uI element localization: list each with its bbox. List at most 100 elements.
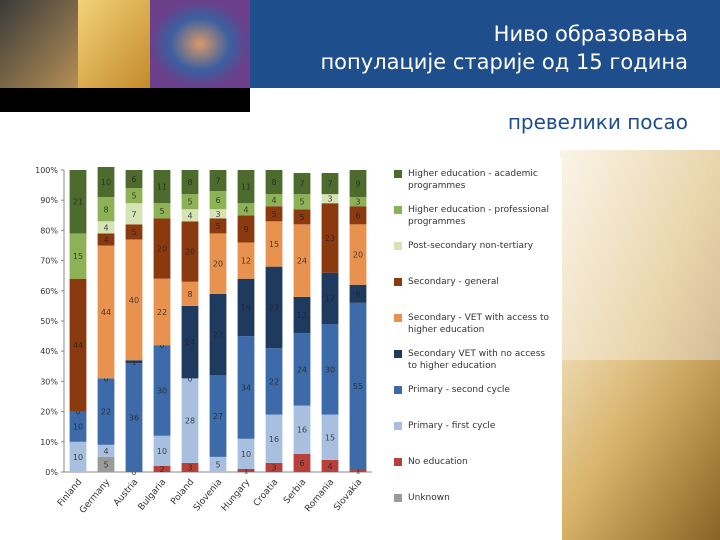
bar-segment	[237, 336, 255, 439]
data-label: 5	[299, 213, 304, 222]
data-label: 12	[241, 257, 251, 266]
data-label: 3	[215, 210, 220, 219]
bar-segment	[153, 435, 171, 466]
data-label: 17	[325, 294, 335, 303]
data-label: 4	[103, 447, 108, 456]
data-label: 5	[215, 460, 220, 469]
bar-segment	[321, 459, 339, 472]
bar-segment	[265, 206, 283, 222]
bar-segment	[349, 206, 367, 225]
legend-swatch	[394, 206, 402, 214]
data-label: 27	[213, 331, 223, 340]
legend-label: Unknown	[408, 493, 450, 503]
data-label: 20	[157, 245, 167, 254]
data-label: 15	[269, 240, 279, 249]
x-tick-label: Serbia	[282, 478, 308, 506]
data-label: 40	[129, 296, 139, 305]
bar-segment	[209, 293, 227, 376]
bar-segment	[349, 468, 367, 472]
chart: 0% 10% 20% 30% 40% 50% 60% 70% 80% 90% 100% Finland…	[22, 158, 562, 540]
data-label: 27	[213, 412, 223, 421]
legend-label: Primary - first cycle	[408, 421, 496, 431]
legend-item: Post-secondary non-tertiary	[394, 240, 554, 276]
legend-swatch	[394, 170, 402, 178]
bar-segment	[181, 194, 199, 210]
y-tick-label: 30%	[40, 377, 58, 386]
bar-segment	[265, 414, 283, 463]
bar-segment	[69, 441, 87, 472]
bar-segment	[181, 221, 199, 282]
legend-item: Higher education - academic programmes	[394, 168, 554, 204]
legend-item: Unknown	[394, 492, 554, 528]
data-label: 10	[73, 453, 83, 462]
bar-segment	[321, 194, 339, 204]
x-tick-label: Austria	[112, 478, 140, 509]
legend-swatch	[394, 314, 402, 322]
data-label: 0	[103, 374, 108, 383]
bar-segment	[349, 224, 367, 285]
bar-segment	[293, 224, 311, 297]
bar-segment	[153, 203, 171, 219]
data-label: 5	[299, 198, 304, 207]
bar-segment	[265, 266, 283, 349]
data-label: 15	[325, 433, 335, 442]
y-tick-label: 50%	[40, 317, 58, 326]
data-label: 1	[243, 466, 248, 475]
data-label: 6	[355, 290, 360, 299]
data-label: 55	[353, 382, 363, 391]
data-label: 4	[243, 205, 248, 214]
bar-segment	[97, 378, 115, 445]
bar-segment	[181, 378, 199, 463]
legend-label: Higher education - professional programm…	[408, 205, 549, 227]
data-label: 16	[297, 426, 307, 435]
bar-segment	[293, 405, 311, 454]
data-label: 30	[325, 365, 335, 374]
bar-segment	[321, 203, 339, 273]
data-label: 1	[355, 466, 360, 475]
x-tick-label: Poland	[169, 478, 196, 507]
bar-segment	[321, 414, 339, 460]
data-label: 6	[131, 175, 136, 184]
bar-segment	[321, 173, 339, 195]
data-label: 30	[157, 386, 167, 395]
data-label: 20	[185, 248, 195, 257]
data-label: 4	[103, 235, 108, 244]
data-label: 4	[327, 462, 332, 471]
legend-item: Primary - second cycle	[394, 384, 554, 420]
data-label: 5	[271, 210, 276, 219]
data-label: 11	[241, 183, 251, 192]
legend: Higher education - academic programmes Hi…	[394, 168, 554, 528]
bar-segment	[125, 239, 143, 361]
data-label: 5	[103, 460, 108, 469]
bar-segment	[349, 197, 367, 207]
data-label: 4	[187, 211, 192, 220]
data-label: 1	[131, 358, 136, 367]
legend-label: No education	[408, 457, 468, 467]
bar-segment	[265, 348, 283, 415]
bar-segment	[293, 333, 311, 406]
legend-item: No education	[394, 456, 554, 492]
y-tick-label: 100%	[35, 166, 58, 175]
data-label: 5	[131, 228, 136, 237]
y-tick-label: 40%	[40, 347, 58, 356]
bar-segment	[293, 453, 311, 472]
legend-swatch	[394, 422, 402, 430]
data-label: 44	[101, 308, 111, 317]
bar-segment	[265, 170, 283, 195]
bar-segment	[153, 278, 171, 346]
data-label: 22	[101, 408, 111, 417]
legend-label: Higher education - academic programmes	[408, 169, 538, 191]
bar-segment	[69, 170, 87, 234]
bar-segment	[321, 272, 339, 325]
data-label: 10	[241, 450, 251, 459]
bar-segment	[209, 456, 227, 472]
data-label: 2	[159, 465, 164, 474]
plot: 0% 10% 20% 30% 40% 50% 60% 70% 80% 90% 100% Finland…	[35, 166, 372, 516]
legend-label: Post-secondary non-tertiary	[408, 241, 534, 251]
data-label: 4	[271, 196, 276, 205]
legend-item: Primary - first cycle	[394, 420, 554, 456]
bar-segment	[209, 233, 227, 294]
data-label: 7	[131, 210, 136, 219]
data-label: 6	[215, 196, 220, 205]
